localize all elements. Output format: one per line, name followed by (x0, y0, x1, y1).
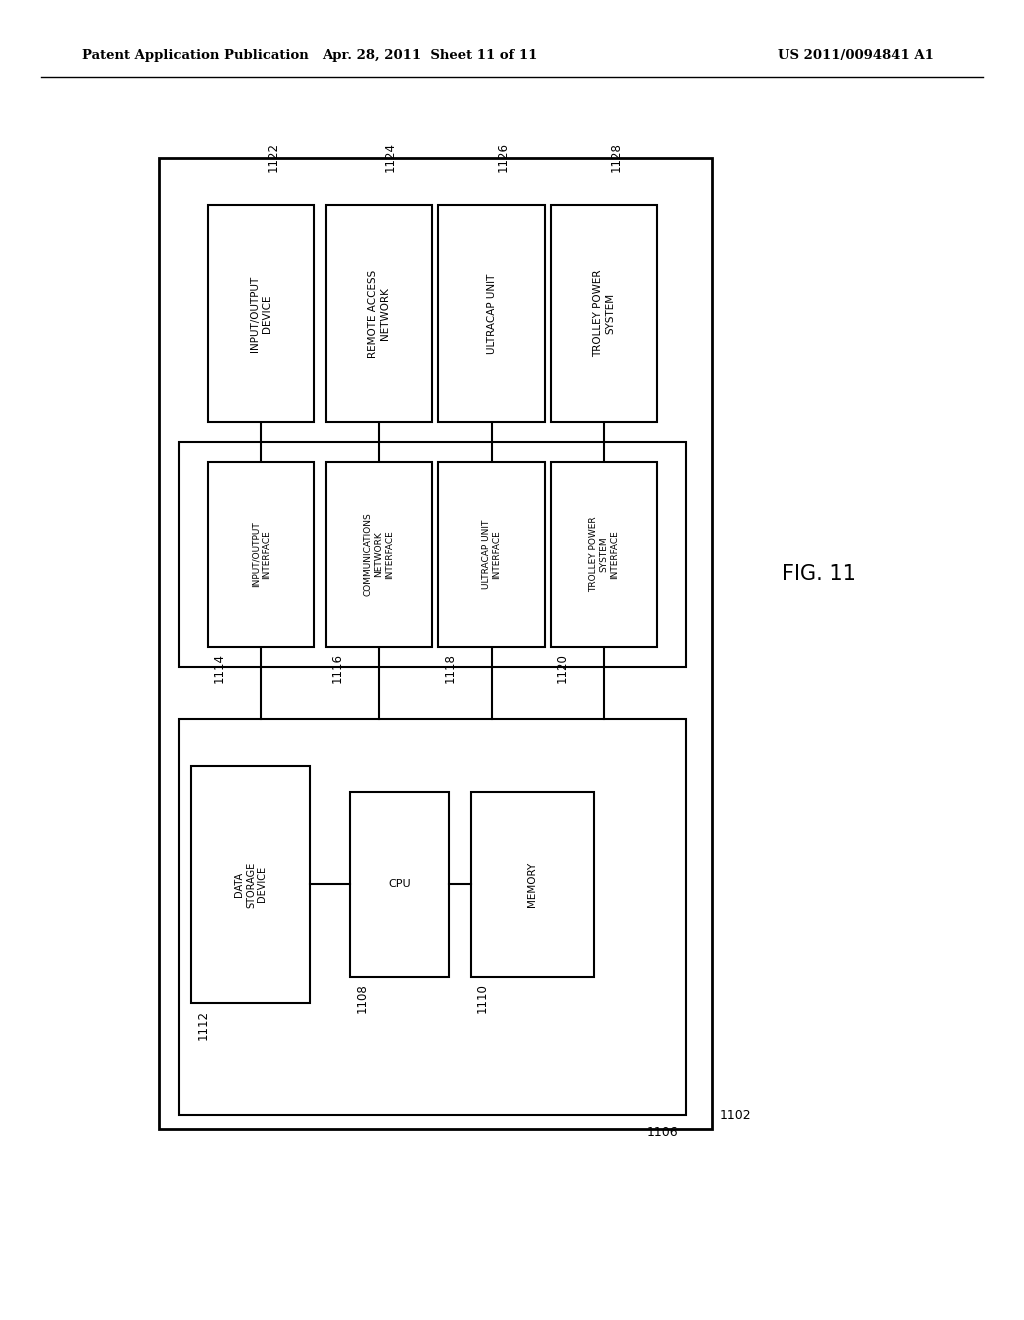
Text: 1122: 1122 (266, 141, 280, 172)
Text: COMMUNICATIONS
NETWORK
INTERFACE: COMMUNICATIONS NETWORK INTERFACE (364, 512, 394, 597)
Bar (350, 792, 449, 977)
Text: Apr. 28, 2011  Sheet 11 of 11: Apr. 28, 2011 Sheet 11 of 11 (323, 49, 538, 62)
Text: INPUT/OUTPUT
INTERFACE: INPUT/OUTPUT INTERFACE (252, 521, 270, 587)
Text: ULTRACAP UNIT
INTERFACE: ULTRACAP UNIT INTERFACE (482, 520, 501, 589)
Text: 1116: 1116 (331, 653, 344, 684)
Text: 1102: 1102 (720, 1109, 752, 1122)
Text: 1118: 1118 (443, 653, 457, 684)
Bar (159, 158, 712, 1129)
Text: ULTRACAP UNIT: ULTRACAP UNIT (486, 273, 497, 354)
Text: FIG. 11: FIG. 11 (782, 564, 856, 585)
Text: Patent Application Publication: Patent Application Publication (82, 49, 308, 62)
Text: MEMORY: MEMORY (527, 862, 538, 907)
Text: US 2011/0094841 A1: US 2011/0094841 A1 (778, 49, 934, 62)
Bar (326, 462, 432, 647)
Bar (438, 462, 545, 647)
Text: INPUT/OUTPUT
DEVICE: INPUT/OUTPUT DEVICE (250, 276, 272, 351)
Text: 1108: 1108 (355, 983, 369, 1014)
Bar (551, 205, 657, 422)
Bar (179, 442, 686, 667)
Text: 1124: 1124 (384, 141, 397, 172)
Bar (438, 205, 545, 422)
Text: 1110: 1110 (476, 983, 489, 1014)
Text: CPU: CPU (388, 879, 411, 890)
Text: 1114: 1114 (213, 653, 226, 684)
Text: 1120: 1120 (556, 653, 569, 684)
Text: 1126: 1126 (497, 141, 510, 172)
Text: 1112: 1112 (197, 1010, 210, 1040)
Text: TROLLEY POWER
SYSTEM
INTERFACE: TROLLEY POWER SYSTEM INTERFACE (589, 516, 620, 593)
Text: TROLLEY POWER
SYSTEM: TROLLEY POWER SYSTEM (593, 269, 615, 358)
Text: REMOTE ACCESS
NETWORK: REMOTE ACCESS NETWORK (368, 269, 390, 358)
Bar (208, 205, 314, 422)
Bar (208, 462, 314, 647)
Bar (179, 719, 686, 1115)
Bar (551, 462, 657, 647)
Bar (326, 205, 432, 422)
Bar (471, 792, 594, 977)
Bar (191, 766, 310, 1003)
Text: 1128: 1128 (609, 141, 623, 172)
Text: DATA
STORAGE
DEVICE: DATA STORAGE DEVICE (234, 861, 267, 908)
Text: 1106: 1106 (646, 1126, 678, 1139)
